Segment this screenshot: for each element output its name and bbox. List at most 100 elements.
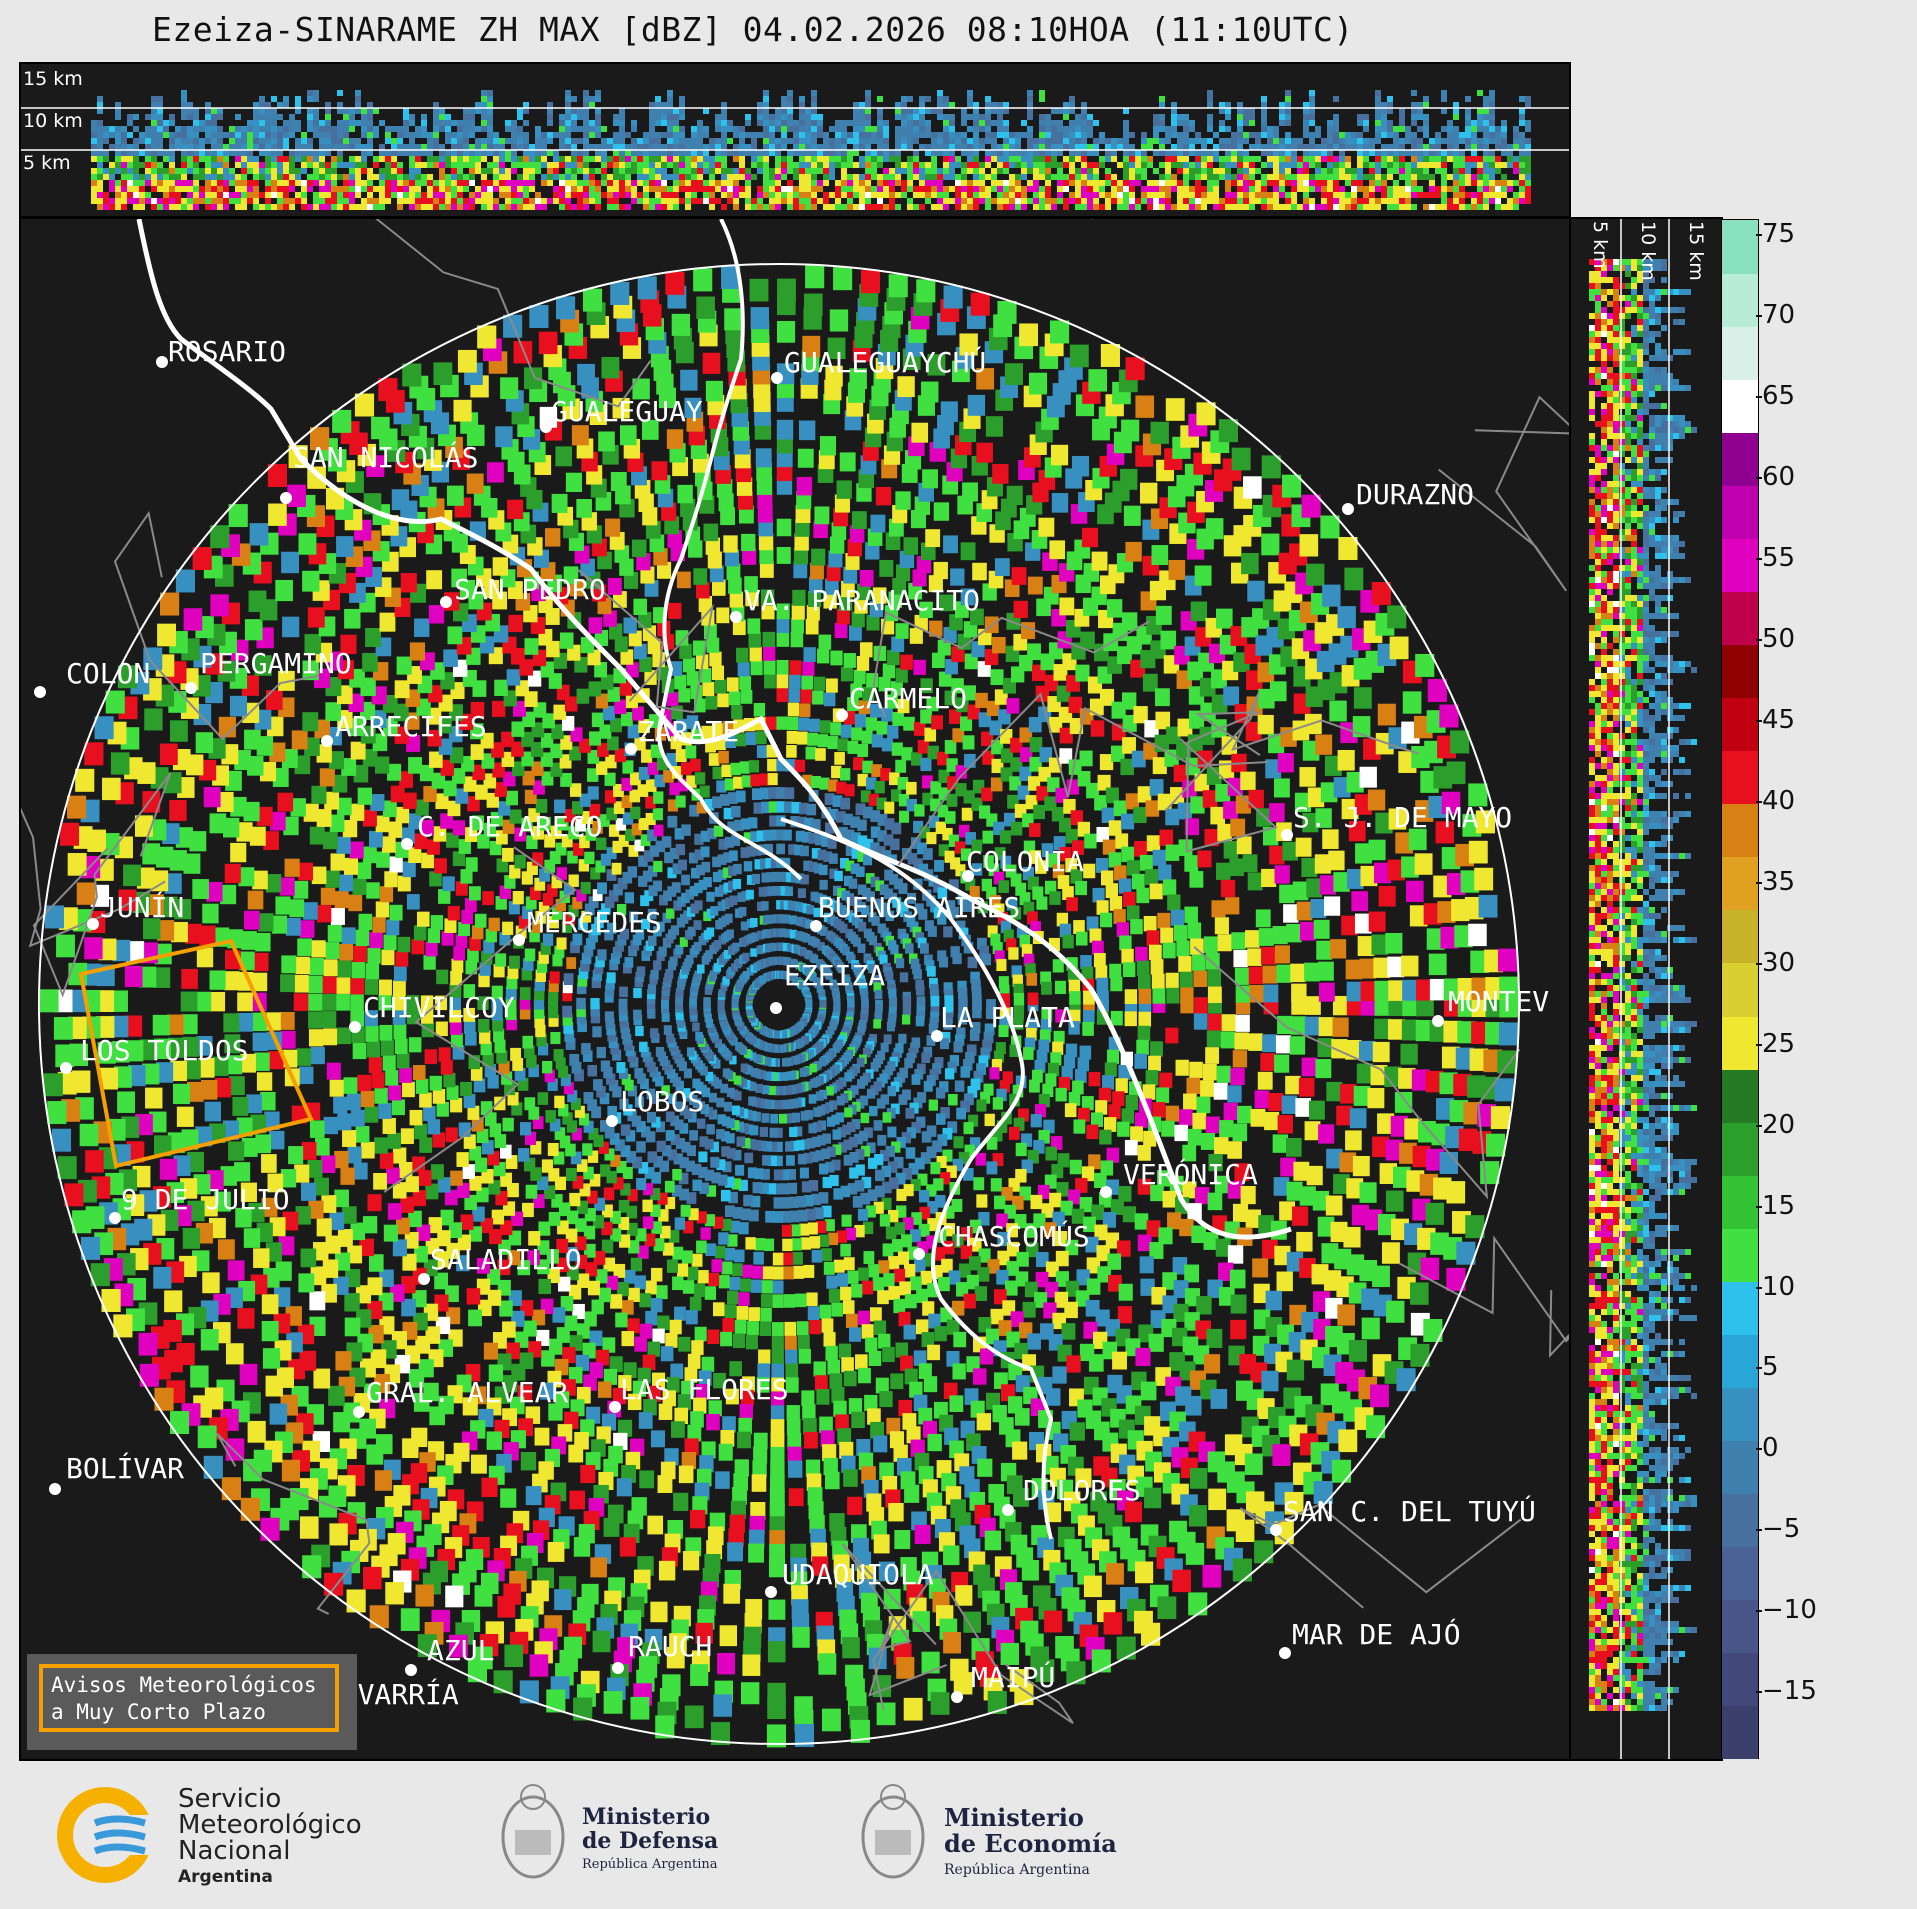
cross-section-cell — [763, 138, 769, 144]
echo-cell — [840, 1243, 851, 1257]
cross-section-cell — [1225, 102, 1231, 108]
cross-section-cell — [349, 180, 355, 186]
cross-section-cell — [1393, 204, 1399, 210]
echo-cell — [833, 1400, 847, 1417]
cross-section-cell — [583, 156, 589, 162]
cross-section-cell — [559, 156, 565, 162]
cross-section-cell — [1441, 198, 1447, 204]
cross-section-cell — [559, 132, 565, 138]
echo-cell — [821, 1205, 832, 1218]
cross-section-cell — [1147, 204, 1153, 210]
cross-section-cell — [505, 150, 511, 156]
echo-cell — [1005, 1280, 1018, 1296]
cross-section-cell — [1339, 138, 1345, 144]
cross-section-cell — [997, 114, 1003, 120]
echo-cell — [817, 1120, 827, 1131]
cross-section-cell — [241, 204, 247, 210]
cross-section-cell — [205, 108, 211, 114]
cross-section-cell — [661, 174, 667, 180]
cross-section-cell — [1495, 198, 1501, 204]
echo-cell — [819, 1163, 829, 1175]
cross-section-cell — [697, 144, 703, 150]
cross-section-cell — [781, 120, 787, 126]
echo-cell — [785, 1363, 799, 1379]
echo-cell — [1157, 1596, 1177, 1620]
cross-section-cell — [133, 138, 139, 144]
cross-section-cell — [1483, 108, 1489, 114]
cross-section-cell — [1303, 132, 1309, 138]
cross-section-cell — [667, 114, 673, 120]
echo-cell — [1230, 1319, 1247, 1340]
echo-cell — [1137, 1145, 1151, 1161]
cross-section-cell — [1303, 204, 1309, 210]
echo-cell — [1004, 1204, 1016, 1219]
echo-cell — [949, 1395, 964, 1412]
cross-section-cell — [1429, 186, 1435, 192]
cross-section-cell — [955, 144, 961, 150]
cross-section-cell — [265, 102, 271, 108]
echo-cell — [760, 1294, 773, 1308]
cross-section-cell — [1081, 138, 1087, 144]
cross-section-cell — [97, 144, 103, 150]
cross-section-cell — [787, 156, 793, 162]
cross-section-cell — [343, 186, 349, 192]
cross-section-cell — [841, 168, 847, 174]
echo-cell — [1232, 1123, 1248, 1142]
cross-section-cell — [703, 180, 709, 186]
cross-section-cell — [541, 138, 547, 144]
echo-cell — [1096, 1245, 1110, 1262]
echo-cell — [745, 1334, 758, 1350]
cross-section-cell — [793, 162, 799, 168]
cross-section-cell — [355, 168, 361, 174]
cross-section-cell — [211, 174, 217, 180]
echo-cell — [829, 1373, 843, 1389]
cross-section-cell — [427, 180, 433, 186]
cross-section-cell — [625, 168, 631, 174]
cross-section-cell — [595, 168, 601, 174]
cross-section-cell — [1171, 156, 1177, 162]
echo-cell — [1015, 1142, 1027, 1157]
cross-section-cell — [595, 186, 601, 192]
echo-cell — [986, 1137, 998, 1150]
cross-section-cell — [439, 168, 445, 174]
cross-section-cell — [703, 126, 709, 132]
top-alt-label-10: 10 km — [23, 110, 83, 132]
cross-section-cell — [1249, 180, 1255, 186]
cross-section-cell — [187, 132, 193, 138]
cross-section-cell — [979, 126, 985, 132]
cross-section-cell — [1453, 186, 1459, 192]
cross-section-cell — [487, 168, 493, 174]
cross-section-cell — [1513, 168, 1519, 174]
echo-cell — [787, 1446, 802, 1464]
cross-section-cell — [475, 144, 481, 150]
cross-section-cell — [463, 120, 469, 126]
cross-section-cell — [1195, 156, 1201, 162]
cross-section-cell — [913, 132, 919, 138]
cross-section-cell — [1333, 144, 1339, 150]
cross-section-cell — [805, 186, 811, 192]
cross-section-cell — [1489, 168, 1495, 174]
cross-section-cell — [109, 162, 115, 168]
cross-section-cell — [931, 108, 937, 114]
cross-section-cell — [901, 96, 907, 102]
cross-section-cell — [655, 156, 661, 162]
echo-cell — [1230, 1067, 1245, 1086]
cross-section-cell — [595, 150, 601, 156]
cross-section-cell — [1129, 192, 1135, 198]
cross-section-cell — [991, 186, 997, 192]
cross-section-cell — [187, 168, 193, 174]
cross-section-cell — [1321, 150, 1327, 156]
cross-section-cell — [859, 120, 865, 126]
cross-section-cell — [445, 120, 451, 126]
cross-section-cell — [751, 138, 757, 144]
cross-section-cell — [1267, 198, 1273, 204]
echo-cell — [1230, 1294, 1247, 1314]
cross-section-cell — [355, 144, 361, 150]
cross-section-cell — [997, 108, 1003, 114]
echo-cell — [782, 1266, 794, 1280]
echo-cell — [785, 1377, 799, 1393]
echo-cell — [825, 1345, 838, 1361]
radar-map-panel[interactable]: ROSARIO GUALEGUAYCHÚ GUALEGUAY SAN NICOLÁS D… — [19, 217, 1571, 1761]
cross-section-cell — [1183, 204, 1189, 210]
echo-cell — [1195, 1187, 1210, 1205]
